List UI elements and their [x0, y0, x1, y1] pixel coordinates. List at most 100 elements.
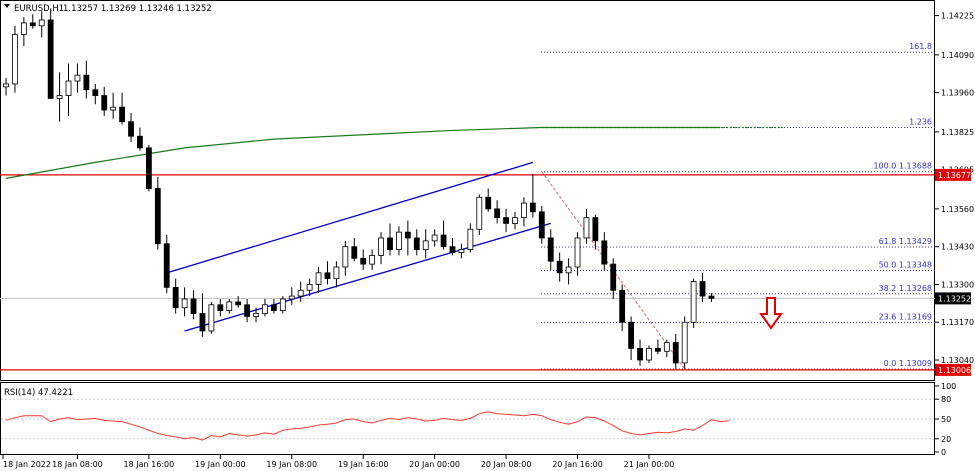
candle-body: [279, 298, 286, 312]
candle-body: [315, 272, 322, 285]
candle: [74, 63, 81, 93]
candle: [422, 229, 429, 259]
candle: [646, 345, 652, 363]
candle: [110, 92, 117, 119]
candle-body: [199, 313, 206, 332]
candle-body: [628, 321, 634, 349]
candle: [521, 197, 527, 227]
candle-body: [637, 347, 643, 361]
time-tick-label: 18 Jan 2022: [3, 460, 51, 469]
candle-body: [110, 106, 117, 111]
candle: [29, 14, 36, 29]
moving-average-line: [5, 126, 721, 179]
candle: [262, 298, 268, 317]
candle-body: [476, 196, 483, 230]
candle-body: [494, 208, 501, 219]
candle-body: [422, 240, 429, 250]
candle: [699, 272, 706, 302]
candle: [199, 293, 206, 337]
candle-body: [467, 228, 474, 250]
candle: [342, 240, 349, 276]
candle-body: [163, 243, 170, 288]
candle: [20, 17, 27, 47]
candle: [181, 287, 188, 317]
candle: [244, 298, 251, 323]
candle-body: [556, 260, 563, 274]
candle: [449, 237, 456, 256]
candle: [47, 8, 54, 99]
candle-body: [333, 266, 340, 280]
candle: [583, 208, 590, 244]
candle: [672, 333, 679, 369]
fib-level-label: 61.8 1.13429: [879, 237, 932, 246]
rsi-label: RSI(14) 47.4221: [4, 388, 73, 398]
candle: [538, 205, 545, 244]
candle: [440, 220, 447, 250]
rsi-tick-label: 20: [941, 435, 951, 444]
price-tag-label: 1.13677: [938, 171, 971, 180]
time-tick-label: 18 Jan 16:00: [124, 460, 175, 469]
candle-body: [574, 237, 581, 268]
candle-body: [208, 304, 215, 332]
candle: [431, 229, 438, 247]
candle: [279, 296, 286, 314]
candle: [137, 127, 143, 151]
candle: [128, 112, 134, 143]
candle-body: [610, 263, 617, 291]
candle-body: [74, 74, 81, 82]
price-tick-label: 1.13040: [941, 356, 974, 365]
fib-level-label: 50.0 1.13348: [879, 261, 932, 270]
candle-body: [485, 196, 492, 210]
price-tag: [935, 363, 971, 376]
price-tick-label: 1.13170: [941, 318, 974, 327]
price-tick-label: 1.13960: [941, 89, 974, 98]
candle-body: [404, 231, 411, 239]
candle-body: [351, 246, 358, 259]
candle: [654, 339, 661, 355]
candle-body: [29, 22, 36, 27]
candle-body: [396, 231, 402, 250]
candle-body: [12, 34, 18, 85]
price-tick-label: 1.14225: [941, 12, 974, 21]
rsi-tick-label: 100: [941, 382, 956, 391]
candle: [387, 223, 393, 256]
rsi-tick-label: 50: [941, 415, 951, 424]
candle-body: [619, 289, 626, 323]
candle: [690, 278, 697, 329]
candle: [12, 25, 18, 93]
candle-body: [360, 257, 367, 265]
collapse-triangle-icon[interactable]: [4, 4, 10, 8]
candle-body: [83, 74, 90, 91]
rsi-tick-label: 80: [941, 395, 951, 404]
candle: [681, 316, 688, 369]
candle: [485, 188, 492, 212]
candle: [3, 78, 9, 96]
price-tag-label: 1.13006: [938, 366, 971, 375]
candle: [512, 211, 518, 230]
candle-body: [270, 304, 277, 312]
candle-body: [190, 298, 197, 314]
fib-level-label: 161.8: [909, 42, 932, 51]
candle-body: [699, 281, 706, 297]
candle: [235, 296, 242, 308]
candle-body: [529, 202, 536, 213]
candle: [65, 63, 72, 116]
candle-body: [440, 234, 447, 248]
candle: [592, 214, 599, 250]
candle-body: [708, 295, 715, 299]
candle: [306, 278, 313, 297]
fib-level-label: 0.0 1.13009: [884, 359, 932, 368]
candle-body: [244, 304, 251, 317]
price-tick-label: 1.13430: [941, 243, 974, 252]
fib-level-label: 1.236: [909, 118, 932, 127]
candle-body: [663, 342, 670, 352]
candle: [163, 235, 170, 294]
rsi-tick-label: 0: [941, 448, 946, 457]
candle: [378, 232, 384, 265]
candle-body: [538, 211, 545, 239]
candle: [396, 226, 402, 256]
candle-body: [38, 19, 45, 27]
price-tag: [935, 168, 971, 181]
candle-body: [503, 217, 509, 224]
